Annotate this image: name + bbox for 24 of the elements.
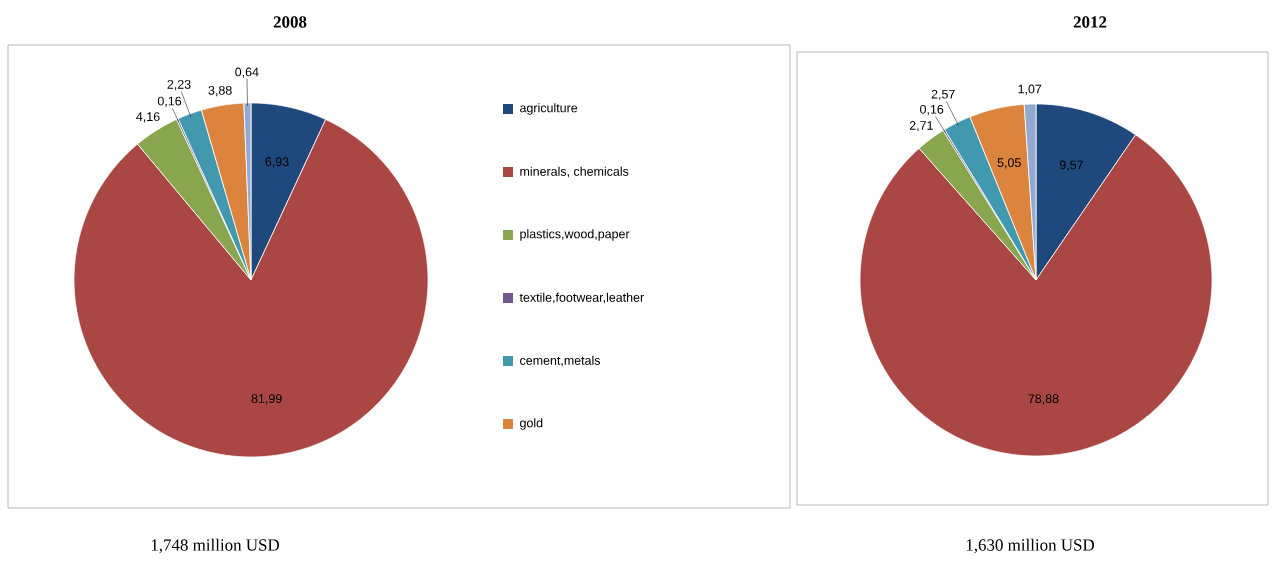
text: 1,630 million USD bbox=[966, 538, 1095, 554]
data-label: 0,64 bbox=[235, 67, 259, 78]
data-label: 81,99 bbox=[251, 394, 282, 405]
text: 1,748 million USD bbox=[151, 538, 280, 554]
data-label: 6,93 bbox=[265, 157, 289, 168]
legend-label: textile,footwear,leather bbox=[519, 292, 644, 304]
data-label: 4,16 bbox=[136, 112, 160, 123]
data-label: 2,71 bbox=[909, 121, 933, 132]
data-label: 9,57 bbox=[1059, 160, 1083, 171]
data-label: 2,57 bbox=[931, 89, 955, 101]
chart-title: 2008 bbox=[273, 16, 307, 28]
data-label: 1,07 bbox=[1018, 84, 1042, 95]
data-label: 3,88 bbox=[208, 85, 232, 97]
data-label: 0,16 bbox=[157, 96, 182, 107]
data-label: 78,88 bbox=[1028, 394, 1059, 405]
data-label: 0,16 bbox=[920, 104, 944, 116]
data-label: 5,05 bbox=[997, 158, 1021, 169]
legend-label: agriculture bbox=[520, 103, 578, 115]
legend-label: gold bbox=[520, 418, 543, 430]
data-label: 2,23 bbox=[167, 79, 191, 91]
chart-title: 2012 bbox=[1073, 16, 1107, 28]
legend-label: cement,metals bbox=[520, 355, 601, 367]
legend-label: minerals, chemicals bbox=[520, 166, 629, 178]
legend-label: plastics,wood,paper bbox=[520, 229, 630, 241]
